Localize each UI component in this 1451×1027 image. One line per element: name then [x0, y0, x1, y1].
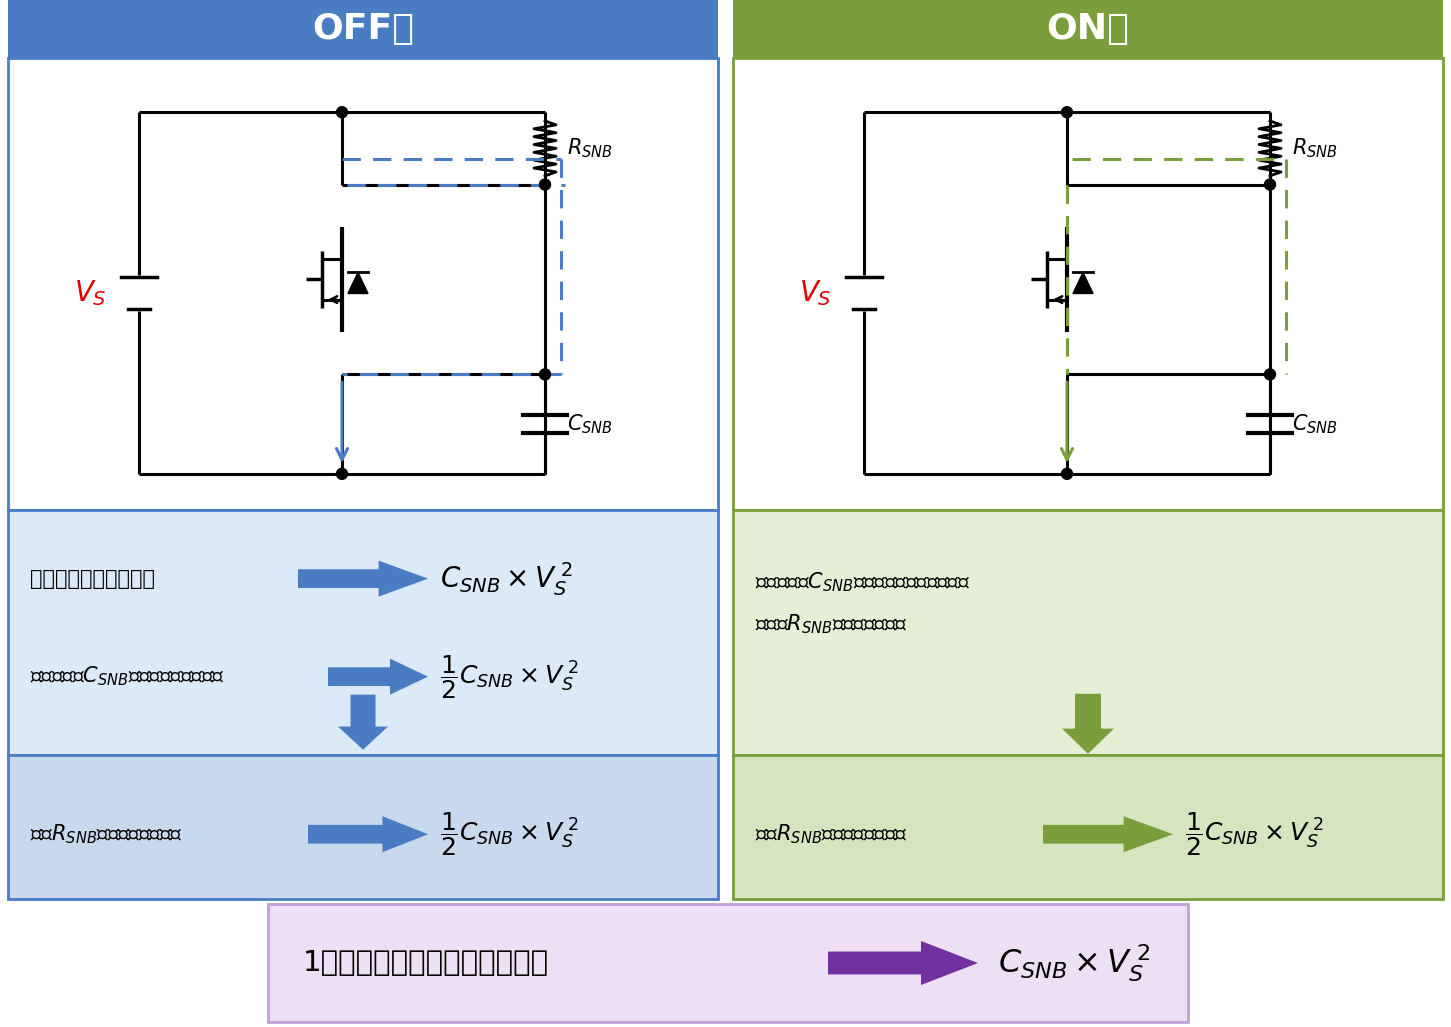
- Bar: [733, 58, 1442, 510]
- Circle shape: [540, 369, 550, 380]
- Text: 1周期で消費されるエネルギー: 1周期で消費されるエネルギー: [303, 949, 548, 977]
- Polygon shape: [297, 561, 428, 597]
- Circle shape: [1264, 179, 1275, 190]
- Bar: [733, 510, 1442, 755]
- Polygon shape: [308, 816, 428, 852]
- Text: 電源の供給エネルギー: 電源の供給エネルギー: [30, 569, 155, 588]
- Bar: [9, 0, 718, 58]
- Circle shape: [337, 468, 347, 480]
- Bar: [733, 755, 1442, 899]
- Bar: [9, 58, 718, 510]
- Text: $\mathit{R}_{SNB}$: $\mathit{R}_{SNB}$: [567, 137, 612, 160]
- Text: 抵抗$\mathit{R}_{SNB}$の消費エネルギー: 抵抗$\mathit{R}_{SNB}$の消費エネルギー: [755, 823, 908, 846]
- Bar: [268, 904, 1188, 1022]
- Text: ON時: ON時: [1046, 12, 1129, 46]
- Polygon shape: [1072, 272, 1093, 294]
- Bar: [733, 0, 1442, 58]
- Polygon shape: [829, 941, 978, 985]
- Circle shape: [1264, 369, 1275, 380]
- Text: $\dfrac{1}{2}\mathit{C}_{SNB} \times \mathit{V}_S^{\;2}$: $\dfrac{1}{2}\mathit{C}_{SNB} \times \ma…: [1185, 810, 1323, 859]
- Circle shape: [1062, 468, 1072, 480]
- Polygon shape: [1062, 694, 1114, 754]
- Circle shape: [337, 107, 347, 118]
- Polygon shape: [1043, 816, 1172, 852]
- Polygon shape: [338, 694, 387, 750]
- Circle shape: [540, 179, 550, 190]
- Polygon shape: [348, 272, 369, 294]
- Text: $\dfrac{1}{2}\mathit{C}_{SNB} \times \mathit{V}_S^{\;2}$: $\dfrac{1}{2}\mathit{C}_{SNB} \times \ma…: [440, 653, 579, 700]
- Polygon shape: [328, 658, 428, 694]
- Text: $\mathit{V}_S$: $\mathit{V}_S$: [74, 278, 107, 308]
- Text: コンデンサ$\mathit{C}_{SNB}$に溜まってたエネルギー
が抵抗$\mathit{R}_{SNB}$で消費される。: コンデンサ$\mathit{C}_{SNB}$に溜まってたエネルギー が抵抗$\…: [755, 571, 971, 636]
- Text: $\mathit{C}_{SNB} \times \mathit{V}_S^{\;2}$: $\mathit{C}_{SNB} \times \mathit{V}_S^{\…: [440, 560, 573, 598]
- Bar: [9, 755, 718, 899]
- Text: $\mathit{C}_{SNB}$: $\mathit{C}_{SNB}$: [567, 412, 612, 435]
- Text: $\mathit{V}_S$: $\mathit{V}_S$: [800, 278, 831, 308]
- Text: $\mathit{C}_{SNB}$: $\mathit{C}_{SNB}$: [1291, 412, 1338, 435]
- Text: $\mathit{C}_{SNB} \times \mathit{V}_S^{\;2}$: $\mathit{C}_{SNB} \times \mathit{V}_S^{\…: [998, 942, 1151, 984]
- Text: コンデンサ$\mathit{C}_{SNB}$に溜まるエネルギー: コンデンサ$\mathit{C}_{SNB}$に溜まるエネルギー: [30, 664, 225, 688]
- Text: $\dfrac{1}{2}\mathit{C}_{SNB} \times \mathit{V}_S^{\;2}$: $\dfrac{1}{2}\mathit{C}_{SNB} \times \ma…: [440, 810, 579, 859]
- Circle shape: [1062, 107, 1072, 118]
- Bar: [9, 510, 718, 755]
- Text: OFF時: OFF時: [312, 12, 414, 46]
- Text: $\mathit{R}_{SNB}$: $\mathit{R}_{SNB}$: [1291, 137, 1338, 160]
- Text: 抵抗$\mathit{R}_{SNB}$の消費エネルギー: 抵抗$\mathit{R}_{SNB}$の消費エネルギー: [30, 823, 183, 846]
